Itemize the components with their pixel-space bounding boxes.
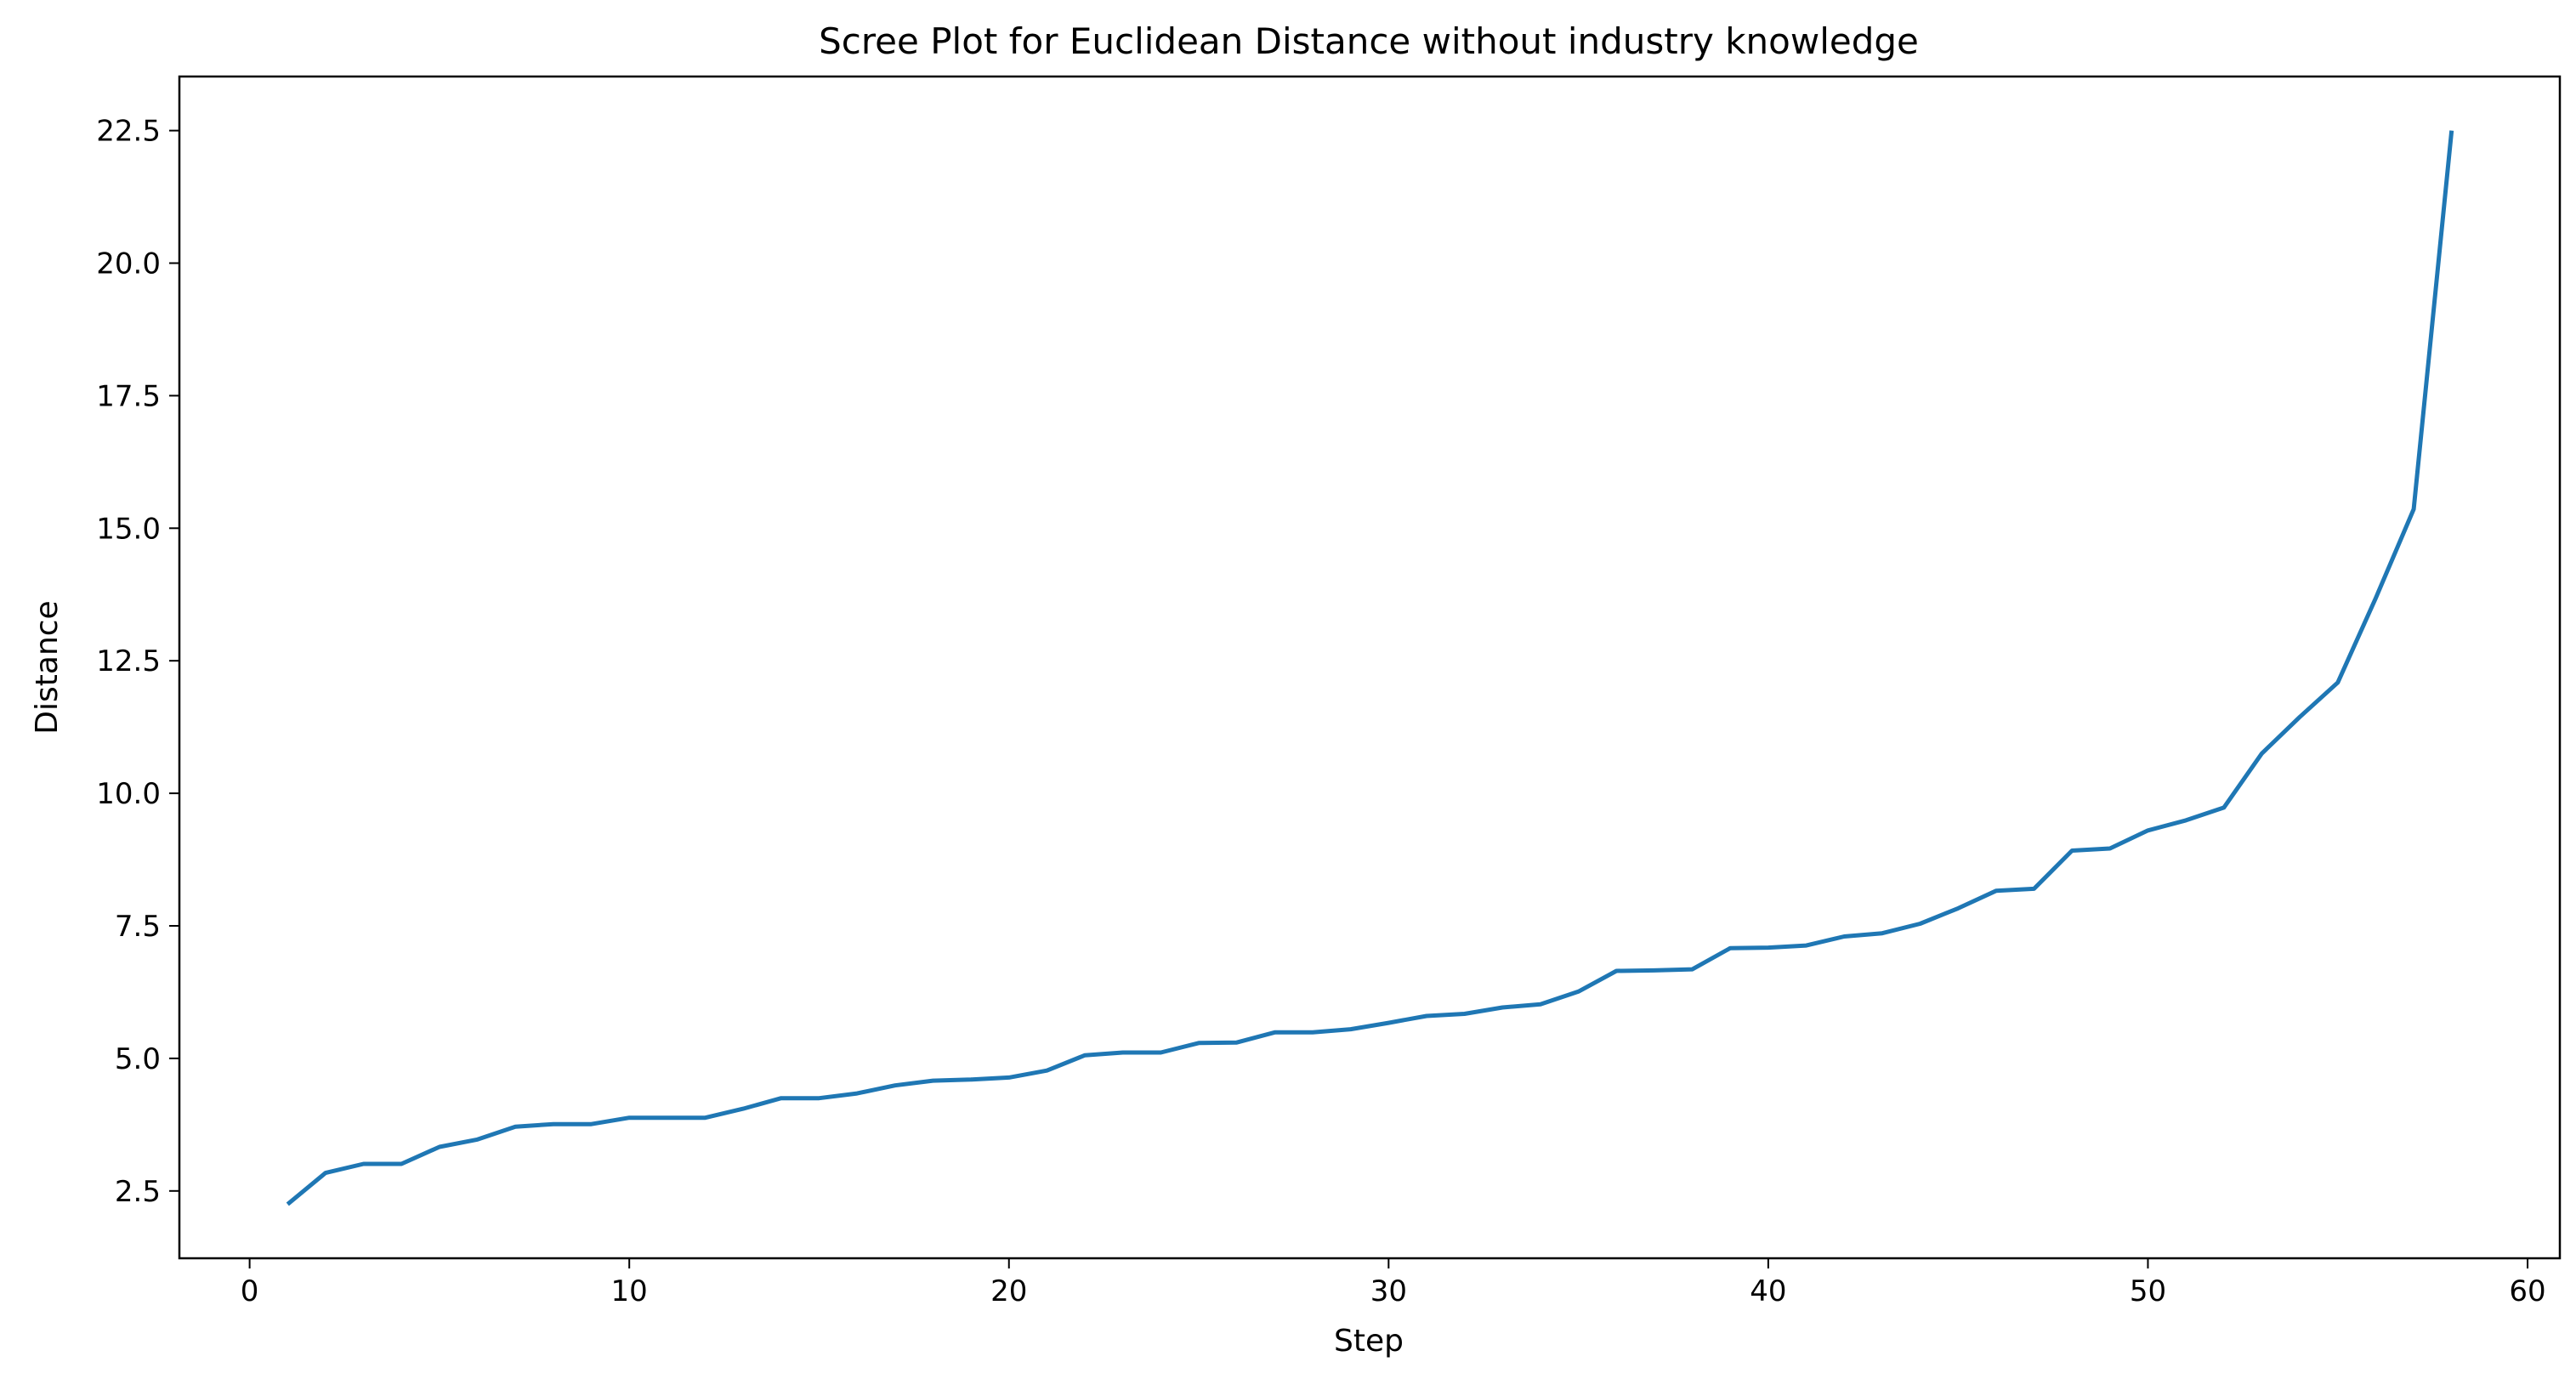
x-tick-label: 30	[1370, 1274, 1407, 1308]
y-axis-ticks: 2.5 5.0 7.5 10.0 12.5 15.0 17.5 20.0 22.5	[96, 115, 179, 1209]
series-line	[286, 130, 2454, 1206]
y-tick-label: 15.0	[96, 512, 161, 546]
y-tick-label: 12.5	[96, 644, 161, 678]
x-axis-ticks: 0 10 20 30 40 50 60	[241, 1258, 2546, 1308]
x-tick-label: 20	[990, 1274, 1027, 1308]
y-tick-label: 7.5	[115, 910, 161, 944]
y-tick-label: 5.0	[115, 1042, 161, 1076]
y-tick-label: 2.5	[115, 1175, 161, 1209]
y-tick-label: 10.0	[96, 777, 161, 811]
y-tick-label: 22.5	[96, 115, 161, 149]
chart-title: Scree Plot for Euclidean Distance withou…	[819, 20, 1919, 62]
y-axis-label: Distance	[30, 600, 65, 734]
y-tick-label: 17.5	[96, 379, 161, 413]
x-tick-label: 60	[2509, 1274, 2545, 1308]
x-axis-label: Step	[1334, 1324, 1404, 1359]
x-tick-label: 10	[611, 1274, 648, 1308]
x-tick-label: 50	[2130, 1274, 2166, 1308]
x-tick-label: 0	[241, 1274, 259, 1308]
x-tick-label: 40	[1750, 1274, 1786, 1308]
y-tick-label: 20.0	[96, 247, 161, 281]
plot-area-frame	[178, 75, 2562, 1260]
